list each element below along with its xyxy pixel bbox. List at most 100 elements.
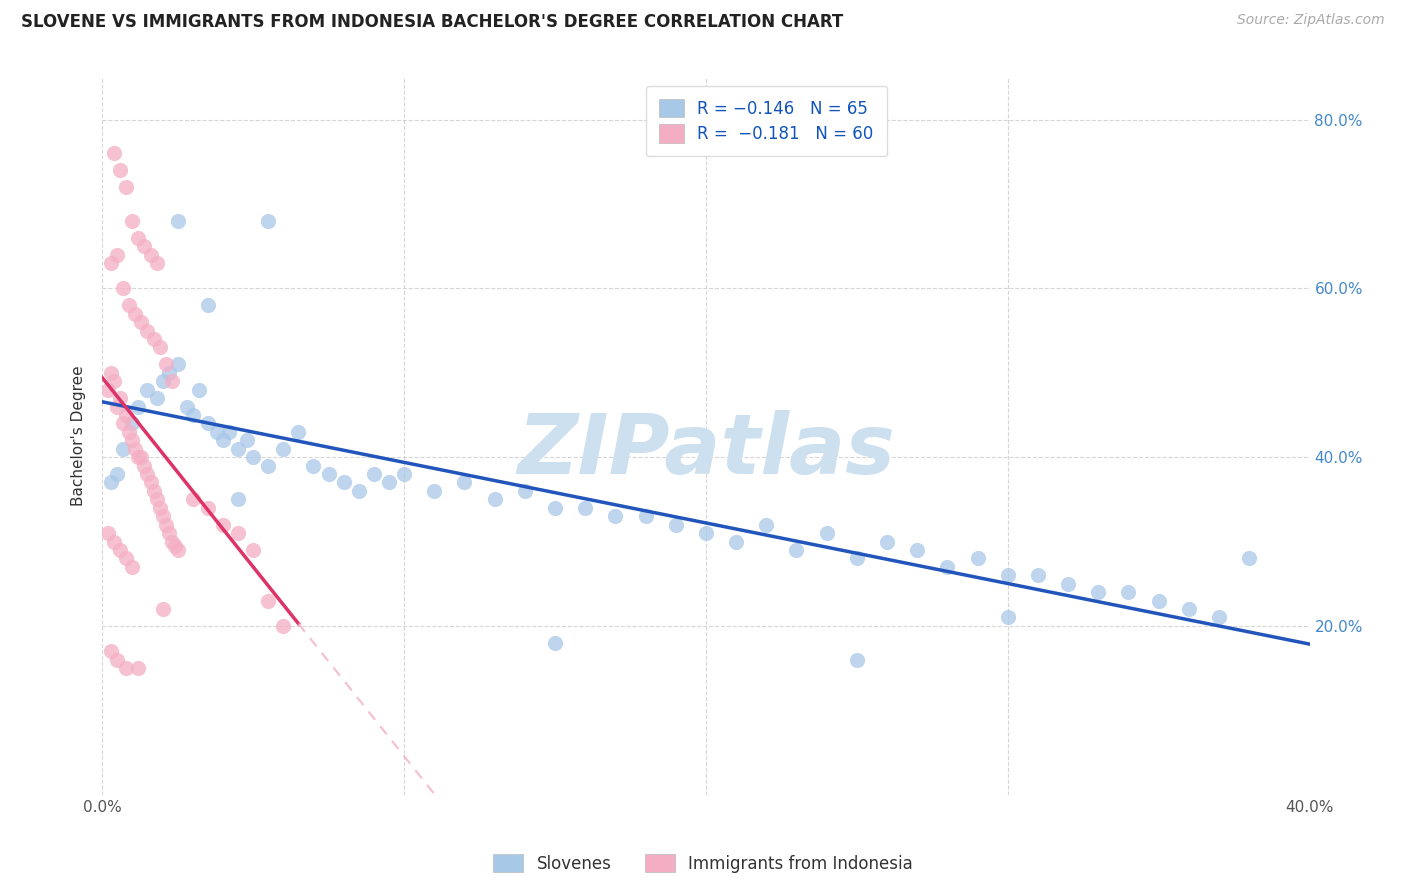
Point: [905, 543, 928, 558]
Point: [212, 434, 235, 448]
Point: [152, 374, 174, 388]
Point: [121, 417, 143, 431]
Point: [197, 417, 219, 431]
Point: [187, 383, 209, 397]
Point: [121, 434, 143, 448]
Point: [105, 247, 128, 261]
Point: [160, 374, 183, 388]
Point: [127, 450, 149, 465]
Point: [124, 307, 146, 321]
Point: [845, 653, 868, 667]
Point: [145, 256, 167, 270]
Point: [1087, 585, 1109, 599]
Point: [544, 636, 567, 650]
Point: [257, 593, 280, 607]
Point: [145, 391, 167, 405]
Point: [142, 332, 165, 346]
Point: [513, 483, 536, 498]
Point: [423, 483, 446, 498]
Point: [127, 661, 149, 675]
Point: [176, 400, 198, 414]
Y-axis label: Bachelor's Degree: Bachelor's Degree: [72, 366, 86, 507]
Point: [163, 539, 186, 553]
Legend: Slovenes, Immigrants from Indonesia: Slovenes, Immigrants from Indonesia: [486, 847, 920, 880]
Point: [134, 239, 156, 253]
Point: [136, 467, 159, 481]
Point: [100, 644, 122, 658]
Point: [103, 146, 125, 161]
Point: [166, 357, 188, 371]
Point: [1237, 551, 1260, 566]
Point: [1057, 576, 1080, 591]
Point: [131, 315, 153, 329]
Point: [197, 500, 219, 515]
Point: [1208, 610, 1230, 624]
Point: [136, 324, 159, 338]
Point: [112, 417, 135, 431]
Text: Source: ZipAtlas.com: Source: ZipAtlas.com: [1237, 13, 1385, 28]
Point: [131, 450, 153, 465]
Point: [453, 475, 475, 490]
Point: [226, 492, 249, 507]
Point: [103, 534, 125, 549]
Point: [115, 661, 138, 675]
Point: [105, 467, 128, 481]
Point: [115, 551, 138, 566]
Point: [181, 408, 204, 422]
Point: [136, 383, 159, 397]
Point: [363, 467, 385, 481]
Point: [966, 551, 988, 566]
Point: [148, 341, 170, 355]
Point: [115, 180, 138, 194]
Point: [242, 450, 264, 465]
Point: [127, 231, 149, 245]
Point: [197, 298, 219, 312]
Point: [271, 619, 294, 633]
Point: [236, 434, 259, 448]
Point: [634, 509, 657, 524]
Point: [997, 610, 1019, 624]
Point: [112, 281, 135, 295]
Point: [118, 298, 141, 312]
Point: [110, 391, 132, 405]
Point: [1147, 593, 1170, 607]
Legend: R = −0.146   N = 65, R =  −0.181   N = 60: R = −0.146 N = 65, R = −0.181 N = 60: [645, 86, 887, 156]
Point: [152, 509, 174, 524]
Point: [166, 543, 188, 558]
Point: [100, 366, 122, 380]
Text: SLOVENE VS IMMIGRANTS FROM INDONESIA BACHELOR'S DEGREE CORRELATION CHART: SLOVENE VS IMMIGRANTS FROM INDONESIA BAC…: [21, 13, 844, 31]
Point: [97, 383, 120, 397]
Point: [127, 400, 149, 414]
Point: [152, 602, 174, 616]
Point: [226, 526, 249, 541]
Point: [484, 492, 506, 507]
Point: [257, 458, 280, 473]
Point: [936, 559, 959, 574]
Point: [148, 500, 170, 515]
Point: [121, 214, 143, 228]
Point: [287, 425, 309, 439]
Point: [118, 425, 141, 439]
Point: [665, 517, 688, 532]
Point: [145, 492, 167, 507]
Point: [302, 458, 325, 473]
Point: [110, 543, 132, 558]
Point: [139, 475, 162, 490]
Point: [105, 400, 128, 414]
Point: [1026, 568, 1049, 582]
Point: [318, 467, 340, 481]
Point: [112, 442, 135, 456]
Point: [1178, 602, 1201, 616]
Point: [155, 357, 177, 371]
Point: [332, 475, 354, 490]
Point: [605, 509, 627, 524]
Point: [205, 425, 228, 439]
Point: [121, 559, 143, 574]
Point: [755, 517, 778, 532]
Point: [845, 551, 868, 566]
Point: [378, 475, 401, 490]
Point: [226, 442, 249, 456]
Point: [725, 534, 748, 549]
Point: [212, 517, 235, 532]
Point: [876, 534, 898, 549]
